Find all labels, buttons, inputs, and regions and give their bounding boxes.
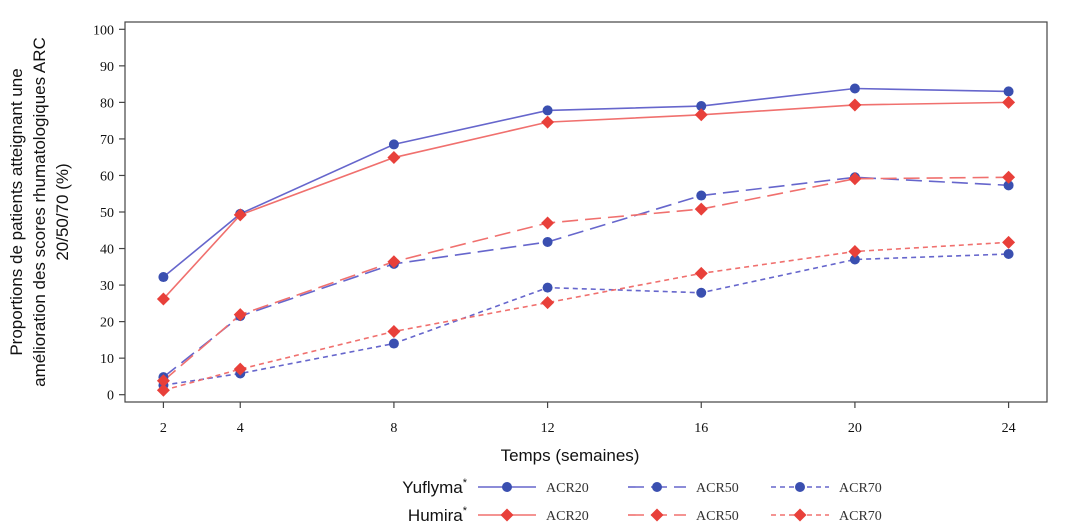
- legend-group-superscript: *: [463, 477, 468, 489]
- y-axis-label-line: 20/50/70 (%): [53, 163, 72, 260]
- legend-marker: [650, 508, 664, 522]
- data-point-yuflyma-acr70: [696, 287, 707, 298]
- legend-label: ACR50: [696, 509, 739, 523]
- x-tick-label: 4: [237, 421, 244, 436]
- data-point-yuflyma-acr20: [542, 105, 553, 116]
- legend-marker: [652, 482, 662, 492]
- y-axis-label-line: Proportions de patients atteignant une: [7, 68, 26, 355]
- x-tick-label: 2: [160, 421, 167, 436]
- data-point-humira-acr70: [233, 362, 247, 376]
- series-line-yuflyma-acr70: [163, 253, 1009, 386]
- series-line-humira-acr50: [162, 176, 1009, 382]
- data-point-humira-acr50: [694, 202, 708, 216]
- legend-marker: [795, 482, 805, 492]
- data-point-yuflyma-acr50: [542, 236, 553, 247]
- y-axis-label-line: amélioration des scores rhumatologiques …: [30, 37, 49, 387]
- legend-label: ACR20: [546, 481, 589, 496]
- series-markers: [156, 83, 1016, 397]
- data-point-humira-acr70: [848, 244, 862, 258]
- x-tick-label: 8: [390, 421, 397, 436]
- y-tick-label: 30: [100, 279, 114, 294]
- y-tick-label: 70: [100, 133, 114, 148]
- series-line-humira-acr70: [163, 241, 1009, 392]
- legend-group-label: Humira*: [408, 505, 468, 523]
- x-tick-label: 12: [541, 421, 555, 436]
- data-point-yuflyma-acr50: [1003, 180, 1014, 191]
- data-point-yuflyma-acr70: [542, 282, 553, 293]
- y-tick-label: 0: [107, 389, 114, 404]
- series-lines: [162, 87, 1009, 392]
- data-point-humira-acr70: [1002, 235, 1016, 249]
- data-point-humira-acr50: [387, 255, 401, 269]
- series-line-yuflyma-acr20: [162, 87, 1009, 278]
- legend-label: ACR70: [839, 509, 882, 523]
- y-tick-label: 80: [100, 96, 114, 111]
- data-point-humira-acr20: [541, 115, 555, 129]
- data-point-yuflyma-acr20: [158, 272, 169, 283]
- data-point-yuflyma-acr50: [696, 190, 707, 201]
- data-point-humira-acr70: [387, 324, 401, 338]
- data-point-humira-acr20: [233, 208, 247, 222]
- x-axis-label: Temps (semaines): [501, 446, 640, 465]
- data-point-yuflyma-acr20: [696, 101, 707, 112]
- y-tick-label: 50: [100, 206, 114, 221]
- data-point-humira-acr20: [848, 98, 862, 112]
- x-tick-label: 16: [694, 421, 708, 436]
- legend-label: ACR20: [546, 509, 589, 523]
- legend-marker: [793, 508, 807, 522]
- data-point-humira-acr70: [541, 296, 555, 310]
- y-tick-label: 100: [93, 23, 114, 38]
- data-point-yuflyma-acr20: [849, 83, 860, 94]
- data-point-yuflyma-acr70: [1003, 249, 1014, 260]
- legend-group-name: Humira: [408, 506, 463, 523]
- data-point-humira-acr50: [1002, 170, 1016, 184]
- legend-marker: [500, 508, 514, 522]
- legend-marker: [502, 482, 512, 492]
- data-point-yuflyma-acr70: [849, 254, 860, 265]
- data-point-yuflyma-acr20: [1003, 86, 1014, 97]
- data-point-humira-acr20: [387, 151, 401, 165]
- legend-group-name: Yuflyma: [402, 478, 463, 497]
- y-tick-label: 40: [100, 243, 114, 258]
- data-point-humira-acr20: [156, 292, 170, 306]
- data-point-yuflyma-acr70: [388, 338, 399, 349]
- series-line-yuflyma-acr50: [162, 176, 1009, 378]
- data-point-humira-acr20: [1002, 95, 1016, 109]
- data-point-humira-acr70: [694, 266, 708, 280]
- legend-group-label: Yuflyma*: [402, 477, 467, 497]
- y-tick-label: 60: [100, 169, 114, 184]
- data-point-yuflyma-acr20: [388, 139, 399, 150]
- plot-frame: [124, 21, 1048, 403]
- data-point-humira-acr50: [848, 172, 862, 186]
- data-point-humira-acr50: [156, 374, 170, 388]
- y-tick-label: 20: [100, 316, 114, 331]
- y-tick-label: 10: [100, 352, 114, 367]
- x-tick-label: 24: [1002, 421, 1016, 436]
- data-point-humira-acr50: [233, 308, 247, 322]
- series-line-humira-acr20: [162, 101, 1009, 300]
- legend-label: ACR70: [839, 481, 882, 496]
- legend-group-superscript: *: [463, 505, 468, 517]
- y-tick-label: 90: [100, 60, 114, 75]
- data-point-humira-acr20: [694, 108, 708, 122]
- y-axis-label: Proportions de patients atteignant une am…: [7, 37, 72, 387]
- data-point-humira-acr70: [156, 383, 170, 397]
- x-tick-label: 20: [848, 421, 862, 436]
- data-point-humira-acr50: [541, 216, 555, 230]
- legend-label: ACR50: [696, 481, 739, 496]
